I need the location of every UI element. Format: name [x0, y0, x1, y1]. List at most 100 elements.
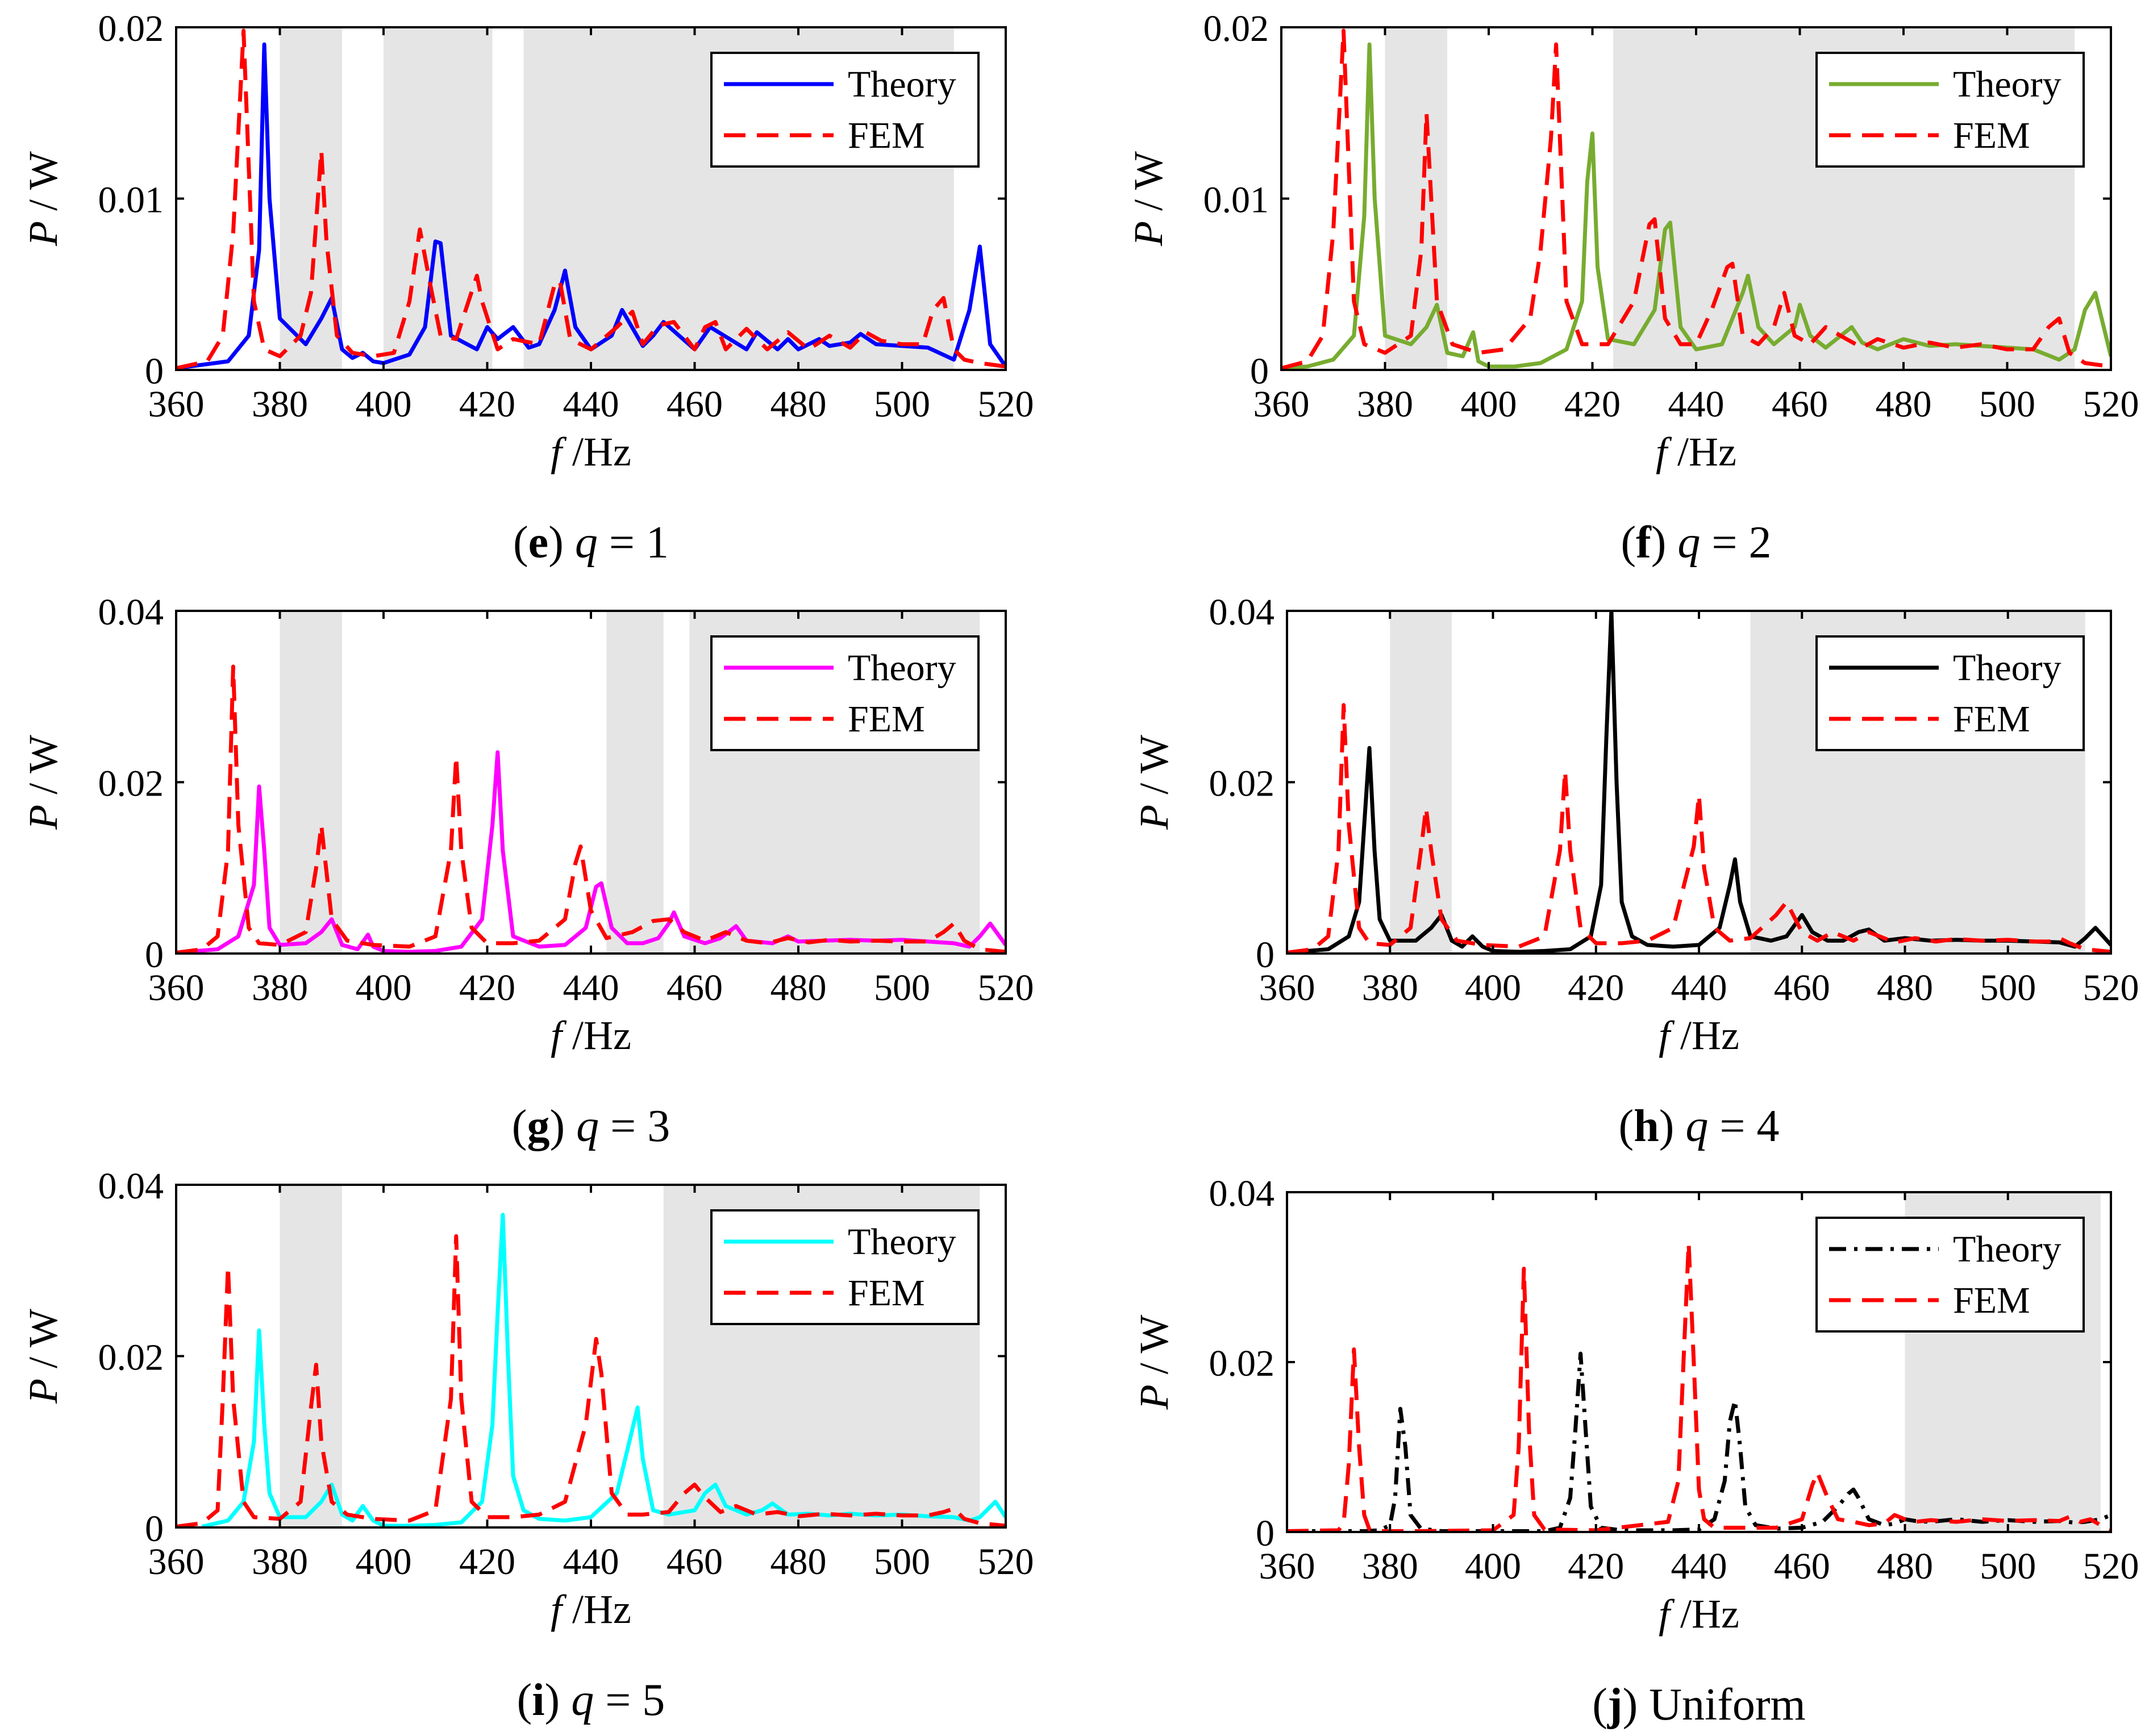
legend-label-fem: FEM: [1953, 115, 2030, 156]
legend-label-theory: Theory: [848, 64, 956, 105]
x-tick-label: 500: [1980, 967, 2036, 1009]
x-tick-label: 400: [356, 967, 412, 1009]
x-tick-label: 400: [1465, 967, 1521, 1009]
legend-label-theory: Theory: [848, 647, 956, 689]
x-tick-label: 400: [1465, 1546, 1521, 1587]
legend-label-fem: FEM: [1953, 1280, 2030, 1321]
legend-label-fem: FEM: [848, 1272, 925, 1314]
shaded-band-i-0: [280, 1185, 342, 1527]
x-tick-label: 360: [148, 384, 205, 425]
y-tick-label: 0.02: [98, 1337, 164, 1379]
y-tick-label: 0.02: [1209, 763, 1275, 805]
x-tick-label: 520: [978, 1541, 1034, 1583]
y-tick-label: 0: [145, 351, 164, 392]
x-axis-label: f /Hz: [1659, 1013, 1739, 1058]
y-axis-label: P / W: [20, 151, 66, 247]
y-tick-label: 0: [1256, 934, 1274, 976]
x-tick-label: 360: [1253, 384, 1310, 425]
y-tick-label: 0.02: [98, 763, 164, 805]
panel-e: 360 380 400 420 440 460 480 500 520 0 0.01 0.02 f /H…: [20, 8, 1034, 568]
legend-j: Theory FEM: [1815, 1217, 2085, 1333]
shaded-band-e-0: [280, 27, 342, 370]
x-tick-label: 440: [1671, 1546, 1727, 1587]
x-tick-label: 380: [1357, 384, 1413, 425]
x-tick-label: 400: [1461, 384, 1517, 425]
x-tick-label: 420: [1568, 1546, 1624, 1587]
series-line-h-fem: [1287, 703, 2111, 954]
x-tick-label: 440: [563, 967, 619, 1009]
x-tick-label: 380: [252, 1541, 308, 1583]
shaded-band-e-1: [384, 27, 493, 370]
legend-h: Theory FEM: [1815, 635, 2085, 751]
legend-box: [1815, 52, 2085, 168]
legend-f: Theory FEM: [1815, 52, 2085, 168]
legend-label-theory: Theory: [848, 1221, 956, 1263]
y-axis-label: P / W: [1131, 1315, 1177, 1410]
legend-label-fem: FEM: [848, 115, 925, 156]
y-tick-label: 0: [1250, 351, 1269, 392]
y-axis-label: P / W: [1126, 151, 1171, 247]
x-tick-label: 500: [874, 1541, 930, 1583]
panel-caption: (g) q = 3: [512, 1101, 670, 1151]
x-tick-label: 460: [667, 967, 723, 1009]
y-tick-label: 0.04: [98, 592, 164, 633]
x-tick-label: 380: [1362, 1546, 1418, 1587]
legend-g: Theory FEM: [710, 635, 980, 751]
legend-e: Theory FEM: [710, 52, 980, 168]
legend-label-theory: Theory: [1953, 64, 2061, 105]
y-tick-label: 0: [145, 1508, 164, 1550]
x-tick-label: 400: [356, 384, 412, 425]
panel-g: 360 380 400 420 440 460 480 500 520 0 0.02 0.04 f /H…: [20, 592, 1034, 1151]
x-tick-label: 380: [252, 384, 308, 425]
y-tick-label: 0.01: [1203, 180, 1269, 221]
legend-label-theory: Theory: [1953, 1229, 2061, 1270]
x-tick-label: 520: [978, 384, 1034, 425]
panel-caption: (j) Uniform: [1592, 1680, 1805, 1730]
x-axis-label: f /Hz: [1659, 1591, 1739, 1637]
x-tick-label: 420: [1568, 967, 1624, 1009]
legend-label-theory: Theory: [1953, 647, 2061, 689]
panel-j: 360 380 400 420 440 460 480 500 520 0 0.02 0.04 f /H…: [1131, 1173, 2139, 1730]
y-tick-label: 0.04: [1209, 592, 1275, 633]
panel-i: 360 380 400 420 440 460 480 500 520 0 0.02 0.04 f /H…: [20, 1165, 1034, 1725]
panel-caption: (e) q = 1: [513, 518, 669, 568]
x-tick-label: 520: [2083, 384, 2139, 425]
legend-i: Theory FEM: [710, 1209, 980, 1325]
x-tick-label: 480: [770, 384, 827, 425]
panel-f: 360 380 400 420 440 460 480 500 520 0 0.01 0.02 f /H…: [1126, 8, 2139, 568]
x-tick-label: 420: [459, 1541, 515, 1583]
x-tick-label: 360: [148, 1541, 205, 1583]
x-tick-label: 460: [667, 1541, 723, 1583]
series-line-g-fem: [176, 664, 1006, 954]
x-tick-label: 420: [459, 384, 515, 425]
x-tick-label: 400: [356, 1541, 412, 1583]
legend-box: [710, 635, 980, 751]
x-tick-label: 460: [1774, 1546, 1830, 1587]
x-tick-label: 460: [1772, 384, 1828, 425]
x-tick-label: 360: [148, 967, 205, 1009]
x-tick-label: 480: [770, 967, 827, 1009]
x-tick-label: 520: [2083, 967, 2139, 1009]
y-tick-label: 0.02: [1209, 1343, 1275, 1384]
y-tick-label: 0: [1256, 1513, 1274, 1554]
series-line-j-fem: [1287, 1241, 2111, 1532]
x-tick-label: 480: [1877, 1546, 1933, 1587]
x-tick-label: 460: [1774, 967, 1830, 1009]
panel-caption: (h) q = 4: [1619, 1101, 1780, 1151]
legend-box: [1815, 635, 2085, 751]
panels-group: 360 380 400 420 440 460 480 500 520 0 0.01 0.02 f /H…: [20, 8, 2139, 1730]
x-tick-label: 460: [667, 384, 723, 425]
series-line-j-theory: [1287, 1351, 2111, 1532]
x-tick-label: 440: [563, 1541, 619, 1583]
x-tick-label: 440: [563, 384, 619, 425]
x-tick-label: 480: [1876, 384, 1932, 425]
x-tick-label: 500: [874, 384, 930, 425]
y-tick-label: 0.04: [1209, 1173, 1275, 1214]
y-tick-label: 0.02: [98, 8, 164, 49]
x-tick-label: 380: [1362, 967, 1418, 1009]
x-tick-label: 520: [2083, 1546, 2139, 1587]
panel-h: 360 380 400 420 440 460 480 500 520 0 0.02 0.04 f /H…: [1131, 592, 2139, 1151]
legend-box: [710, 1209, 980, 1325]
series-line-i-fem: [176, 1234, 1006, 1527]
x-axis-label: f /Hz: [551, 429, 631, 474]
